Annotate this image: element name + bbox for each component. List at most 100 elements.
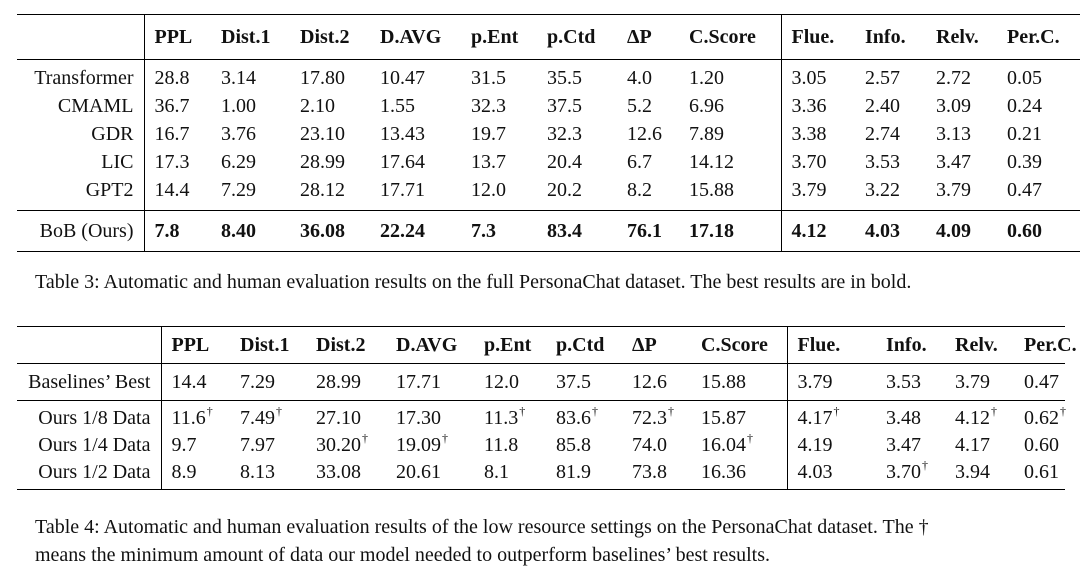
table-3-header-cell: p.Ent — [461, 14, 537, 60]
table-cell: 36.08 — [290, 210, 370, 252]
table-cell: 14.4 — [154, 179, 190, 201]
table-4-header-cell: Dist.2 — [316, 334, 366, 356]
table-cell: 28.99 — [306, 363, 386, 401]
dagger-mark: † — [592, 403, 598, 418]
table-cell: 4.03 — [797, 460, 833, 483]
table-cell: 35.5 — [547, 67, 582, 89]
table-cell: 1.20 — [679, 59, 782, 92]
table-cell: 74.0 — [632, 433, 667, 456]
row-label: Transformer — [17, 59, 145, 92]
table-3-header-cell: Dist.2 — [290, 14, 370, 60]
table-cell: 11.3† — [484, 403, 526, 429]
row-label: Ours 1/2 Data — [17, 458, 162, 490]
table-cell: 17.71 — [380, 179, 425, 201]
table-4-header-cell: Per.C. — [1024, 334, 1077, 356]
table-cell: 17.3 — [154, 151, 190, 173]
table-cell: 73.8 — [632, 460, 667, 483]
table-cell: 7.97 — [240, 433, 275, 456]
table-cell: 13.7 — [471, 151, 506, 173]
table-cell: 83.6† — [556, 403, 598, 429]
table-cell: 7.29 — [230, 363, 306, 401]
dagger-mark: † — [276, 403, 282, 418]
table-cell: 5.2 — [627, 95, 652, 117]
table-row-ours: BoB (Ours) 7.8 8.40 36.08 22.24 7.3 83.4… — [17, 210, 1080, 252]
table-cell: 17.71 — [386, 363, 474, 401]
table-cell: 12.0 — [474, 363, 546, 401]
row-label: Ours 1/4 Data — [17, 431, 162, 458]
table-cell: 2.72 — [936, 67, 971, 89]
table-cell: 20.2 — [547, 179, 582, 201]
table-cell: 7.3 — [461, 210, 537, 252]
table-3-header-cell: Per.C. — [997, 14, 1080, 60]
row-label: CMAML — [17, 92, 145, 120]
table-cell: 3.48 — [886, 406, 921, 429]
dagger-mark: † — [991, 403, 997, 418]
table-cell: 23.10 — [300, 123, 345, 145]
table-3-header-cell: p.Ctd — [537, 14, 617, 60]
dagger-mark: † — [362, 430, 368, 445]
table-4-caption-line-2: means the minimum amount of data our mod… — [35, 544, 770, 566]
row-label: BoB (Ours) — [17, 210, 145, 252]
dagger-mark: † — [922, 457, 928, 472]
dagger-mark: † — [833, 403, 840, 418]
table-3-header-cell: Relv. — [926, 14, 997, 60]
table-row: GDR 16.7 3.76 23.10 13.43 19.7 32.3 12.6… — [17, 120, 1080, 148]
table-cell: 37.5 — [546, 363, 622, 401]
table-cell: 4.12 — [781, 210, 855, 252]
table-cell: 0.60 — [1024, 433, 1059, 456]
table-row: Ours 1/8 Data 11.6† 7.49† 27.10 17.30 11… — [17, 400, 1066, 431]
table-cell: 76.1 — [617, 210, 679, 252]
table-cell: 28.8 — [154, 67, 190, 89]
table-cell: 3.09 — [936, 95, 971, 117]
table-cell: 0.60 — [997, 210, 1080, 252]
table-cell: 3.79 — [936, 179, 971, 201]
table-cell: 1.55 — [380, 95, 415, 117]
table-4-header-cell: p.Ctd — [556, 334, 605, 356]
table-row: Transformer 28.8 3.14 17.80 10.47 31.5 3… — [17, 59, 1080, 92]
table-cell: 7.8 — [144, 210, 211, 252]
table-cell: 13.43 — [380, 123, 425, 145]
table-cell: 2.40 — [865, 95, 900, 117]
table-4-header-cell: Dist.1 — [240, 334, 290, 356]
table-cell: 0.24 — [1007, 95, 1042, 117]
table-cell: 0.21 — [1007, 123, 1042, 145]
table-4-header-row: PPL Dist.1 Dist.2 D.AVG p.Ent p.Ctd ΔP C… — [17, 326, 1077, 364]
table-cell: 14.12 — [679, 148, 782, 176]
table-cell: 8.1 — [484, 460, 509, 483]
table-cell: 4.17 — [955, 433, 990, 456]
table-3-header-corner — [17, 14, 145, 60]
table-cell: 3.38 — [791, 123, 827, 145]
table-cell: 0.47 — [1014, 363, 1065, 401]
table-cell: 72.3† — [632, 403, 674, 429]
table-cell: 3.47 — [886, 433, 921, 456]
table-4-header-cell: C.Score — [691, 326, 788, 364]
table-cell: 14.4 — [161, 363, 230, 401]
table-cell: 0.05 — [1007, 67, 1042, 89]
table-cell: 15.87 — [691, 400, 788, 431]
table-cell: 8.13 — [240, 460, 275, 483]
table-4-header-cell: Relv. — [955, 334, 998, 356]
table-cell: 16.7 — [154, 123, 190, 145]
table-cell: 16.36 — [691, 458, 788, 490]
table-cell: 2.74 — [865, 123, 900, 145]
row-label: LIC — [17, 148, 145, 176]
table-cell: 0.47 — [1007, 179, 1042, 201]
table-cell: 12.0 — [471, 179, 506, 201]
table-cell: 20.61 — [396, 460, 441, 483]
dagger-mark: † — [442, 430, 448, 445]
table-cell: 19.09† — [396, 430, 448, 456]
table-cell: 4.19 — [797, 433, 833, 456]
table-cell: 8.9 — [171, 460, 197, 483]
table-cell: 3.36 — [791, 95, 827, 117]
table-cell: 20.4 — [547, 151, 582, 173]
table-cell: 30.20† — [316, 430, 368, 456]
table-cell: 16.04† — [691, 431, 788, 458]
table-cell: 32.3 — [547, 123, 582, 145]
table-cell: 85.8 — [556, 433, 591, 456]
table-cell: 7.49† — [240, 403, 282, 429]
table-cell: 10.47 — [380, 67, 425, 89]
table-cell: 3.70† — [886, 457, 928, 483]
table-cell: 83.4 — [537, 210, 617, 252]
table-cell: 3.14 — [221, 67, 256, 89]
table-cell: 17.80 — [300, 67, 345, 89]
